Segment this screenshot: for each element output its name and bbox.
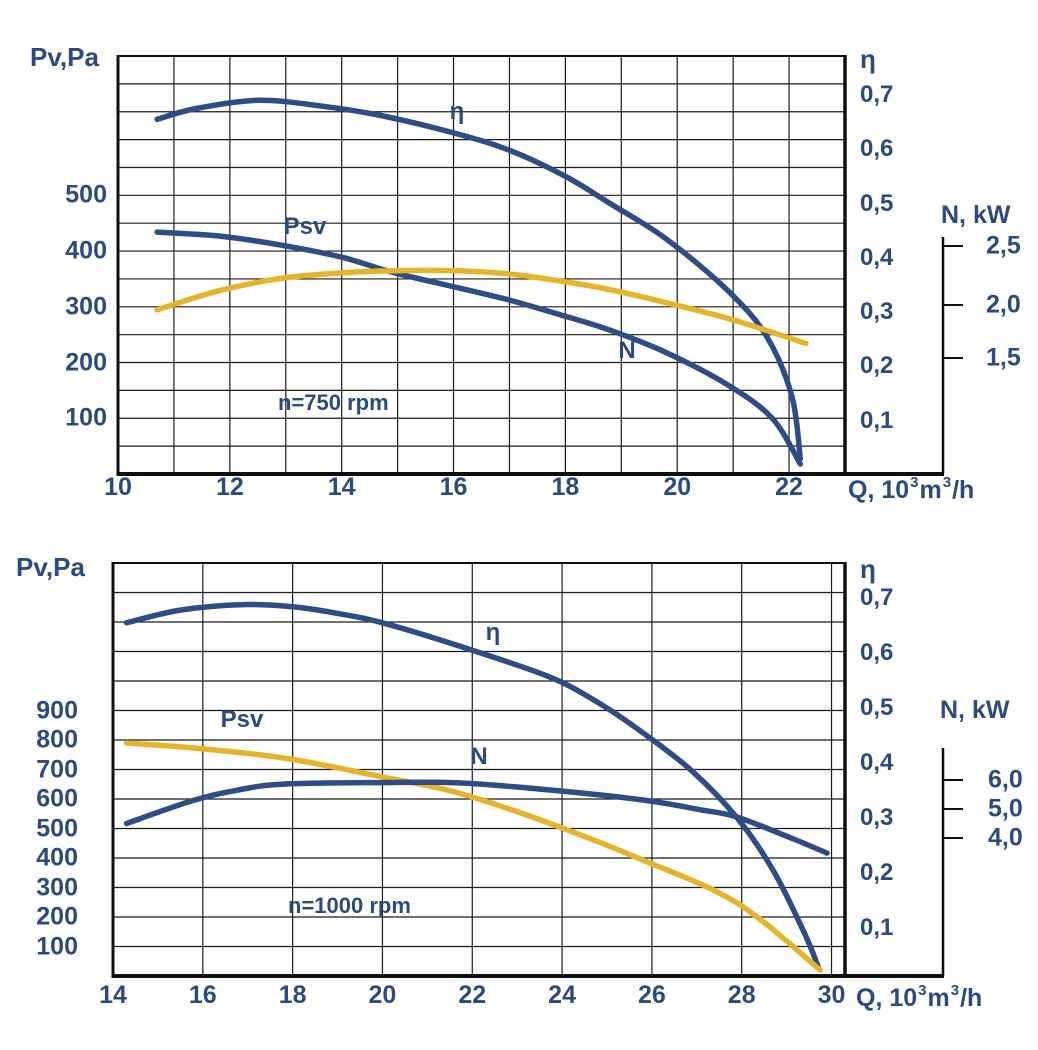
eta-tick-label-1000: 0,1: [860, 914, 894, 941]
x-tick-label-1000: 24: [548, 981, 576, 1009]
x-tick-label-750: 22: [775, 473, 803, 501]
eta-tick-label-1000: 0,6: [860, 639, 894, 666]
x-tick-label-750: 20: [663, 473, 692, 501]
pv-tick-label-1000: 900: [36, 696, 78, 724]
psv-curve-750: [154, 229, 804, 467]
eta-tick-label-750: 0,2: [860, 352, 894, 380]
eta-axis-title-750: η: [860, 44, 876, 74]
n-axis-title-1000: N, kW: [940, 696, 1010, 724]
x-tick-label-1000: 28: [727, 981, 756, 1009]
pv-axis-title-1000: Pv,Pa: [16, 552, 85, 582]
psv-curve-label-750: Psv: [283, 213, 327, 240]
n-axis-750: [941, 237, 963, 474]
x-tick-label-750: 16: [439, 473, 468, 501]
eta-curve-label-750: η: [449, 98, 465, 125]
n-curve-750: [154, 267, 809, 347]
plot-border-750: [116, 55, 944, 476]
eta-axis-title-1000: η: [860, 554, 876, 584]
x-tick-label-750: 10: [104, 473, 132, 501]
pv-tick-label-1000: 200: [36, 902, 78, 931]
pv-tick-label-1000: 100: [36, 932, 78, 960]
pv-tick-label-1000: 400: [36, 843, 78, 872]
eta-tick-label-1000: 0,3: [860, 804, 894, 831]
eta-tick-label-1000: 0,7: [860, 584, 894, 611]
pv-tick-label-1000: 800: [36, 725, 78, 754]
eta-curve-750: [154, 97, 804, 462]
pv-tick-label-1000: 300: [36, 873, 78, 901]
n-axis-1000: [941, 748, 963, 976]
n-tick-label-1000: 4,0: [988, 823, 1023, 852]
plot-border-1000: [111, 562, 944, 978]
x-tick-label-1000: 14: [99, 981, 127, 1009]
pv-tick-label-750: 300: [65, 292, 107, 321]
chart-area-1000: [111, 562, 963, 978]
eta-tick-label-750: 0,1: [860, 406, 894, 434]
x-axis-title-750: Q, 103m3/h: [848, 474, 975, 504]
x-tick-label-750: 12: [215, 473, 244, 501]
chart-area-750: [116, 55, 963, 476]
n-tick-label-750: 2,5: [986, 231, 1021, 260]
n-tick-label-1000: 5,0: [988, 794, 1023, 823]
x-tick-label-750: 18: [551, 473, 580, 501]
x-axis-title-1000: Q, 103m3/h: [856, 982, 983, 1012]
n-curve-1000: [123, 779, 830, 856]
eta-tick-label-1000: 0,2: [860, 859, 894, 886]
pv-tick-label-750: 100: [65, 403, 107, 432]
pv-tick-label-1000: 600: [36, 784, 78, 813]
eta-curve-label-1000: η: [485, 619, 501, 646]
pv-tick-label-1000: 700: [36, 755, 78, 783]
psv-curve-label-1000: Psv: [220, 706, 264, 733]
pv-tick-label-750: 200: [65, 348, 107, 377]
annotation-rpm-750: n=750 rpm: [278, 390, 389, 415]
eta-curve-1000: [123, 601, 821, 970]
n-tick-label-750: 1,5: [986, 343, 1021, 372]
eta-tick-label-750: 0,4: [860, 243, 894, 271]
eta-tick-label-750: 0,3: [860, 298, 894, 326]
eta-tick-label-750: 0,7: [860, 80, 894, 108]
x-tick-label-750: 14: [327, 473, 356, 501]
pv-axis-title-750: Pv,Pa: [30, 42, 99, 72]
eta-tick-label-1000: 0,5: [860, 694, 894, 721]
x-tick-label-1000: 22: [458, 981, 487, 1009]
n-tick-label-750: 2,0: [986, 290, 1021, 319]
psv-curve-1000: [123, 740, 824, 973]
eta-tick-label-750: 0,6: [860, 135, 894, 163]
n-axis-title-750: N, kW: [941, 201, 1011, 229]
pv-tick-label-1000: 500: [36, 814, 78, 842]
x-tick-label-1000: 18: [278, 981, 307, 1009]
x-tick-label-1000: 26: [637, 981, 666, 1009]
eta-tick-label-750: 0,5: [860, 189, 894, 217]
eta-tick-label-1000: 0,4: [860, 749, 894, 776]
annotation-rpm-1000: n=1000 rpm: [288, 893, 411, 918]
x-tick-label-1000: 16: [188, 981, 217, 1009]
pv-tick-label-750: 400: [65, 236, 107, 265]
n-curve-label-750: N: [618, 337, 636, 364]
x-tick-label-1000: 30: [817, 981, 846, 1009]
x-tick-label-1000: 20: [368, 981, 397, 1009]
pv-tick-label-750: 500: [65, 180, 107, 209]
n-tick-label-1000: 6,0: [988, 765, 1023, 794]
n-curve-label-1000: N: [470, 743, 488, 770]
grid-lines-750: [117, 55, 846, 475]
